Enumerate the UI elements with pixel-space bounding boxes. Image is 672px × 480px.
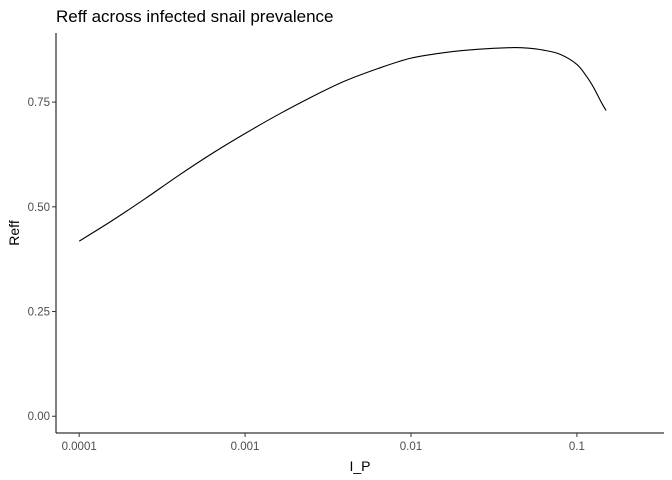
x-tick-label: 0.01	[400, 441, 422, 453]
y-axis-ticks: 0.00 0.25 0.50 0.75	[28, 97, 56, 423]
y-axis-title: Reff	[6, 220, 22, 246]
x-tick-label: 0.0001	[62, 441, 97, 453]
x-tick-label: 0.1	[569, 441, 585, 453]
x-tick-label: 0.001	[231, 441, 260, 453]
chart-title: Reff across infected snail prevalence	[56, 7, 334, 26]
reff-series-line	[78, 47, 607, 242]
y-tick-label: 0.75	[28, 97, 50, 109]
x-axis-title: I_P	[349, 458, 370, 474]
x-axis-ticks: 0.0001 0.001 0.01 0.1	[62, 433, 585, 453]
y-tick-label: 0.25	[28, 307, 50, 319]
y-tick-label: 0.50	[28, 202, 50, 214]
y-tick-label: 0.00	[28, 411, 50, 423]
